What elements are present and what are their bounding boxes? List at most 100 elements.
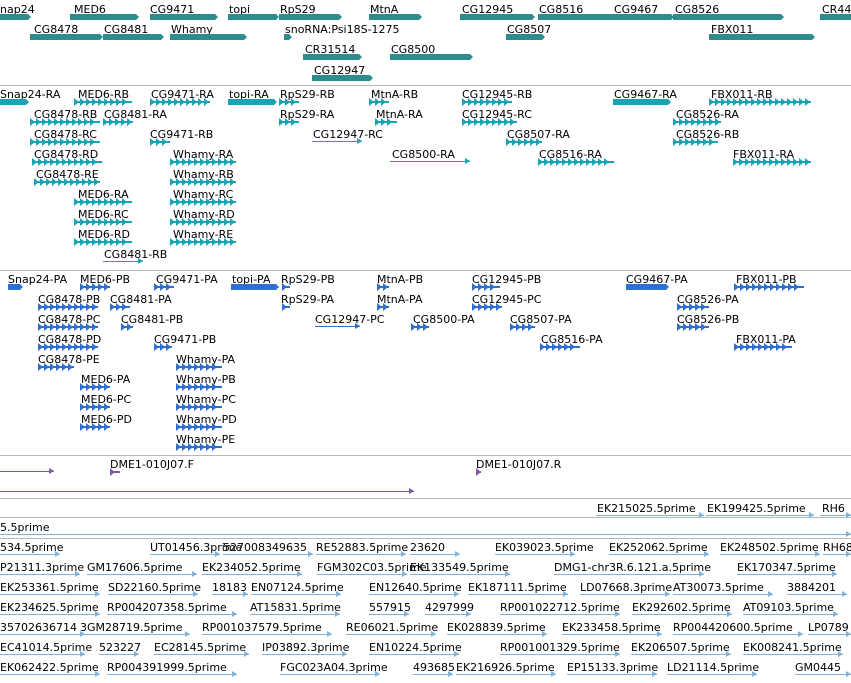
feature-label[interactable]: CG9467-PA bbox=[626, 273, 688, 286]
feature-label[interactable]: CG12945 bbox=[462, 3, 514, 16]
feature-label[interactable]: CG9467 bbox=[614, 3, 659, 16]
feature-label[interactable]: FBX011-PA bbox=[736, 333, 796, 346]
feature-label[interactable]: EC28145.5prime bbox=[154, 641, 247, 654]
feature-arrows[interactable] bbox=[30, 118, 100, 126]
feature-line[interactable] bbox=[447, 631, 547, 637]
feature-label[interactable]: EK199425.5prime bbox=[707, 502, 806, 515]
feature-label[interactable]: 557915 bbox=[369, 601, 411, 614]
feature-line[interactable] bbox=[212, 591, 248, 597]
feature-label[interactable]: FBX011-RB bbox=[711, 88, 773, 101]
feature-arrows[interactable] bbox=[709, 98, 811, 106]
feature-label[interactable]: 527008349635 bbox=[223, 541, 307, 554]
feature-arrows[interactable] bbox=[472, 283, 500, 291]
feature-arrows[interactable] bbox=[282, 303, 290, 311]
feature-label[interactable]: CG8478-RD bbox=[34, 148, 99, 161]
feature-label[interactable]: CG9471 bbox=[150, 3, 195, 16]
feature-label[interactable]: FBX011-RA bbox=[733, 148, 795, 161]
feature-arrows[interactable] bbox=[462, 118, 517, 126]
feature-line[interactable] bbox=[390, 158, 470, 164]
feature-label[interactable]: CG8507-RA bbox=[507, 128, 570, 141]
feature-label[interactable]: topi bbox=[229, 3, 251, 16]
feature-line[interactable] bbox=[154, 651, 249, 657]
feature-label[interactable]: CG12945-RB bbox=[462, 88, 533, 101]
feature-line[interactable] bbox=[0, 468, 54, 474]
feature-line[interactable] bbox=[280, 671, 380, 677]
feature-label[interactable]: CG8481 bbox=[104, 23, 149, 36]
feature-arrows[interactable] bbox=[150, 98, 210, 106]
feature-label[interactable]: CG8507-PA bbox=[510, 313, 572, 326]
feature-line[interactable] bbox=[820, 512, 851, 518]
feature-label[interactable]: MtnA bbox=[370, 3, 399, 16]
feature-label[interactable]: DME1-010J07.F bbox=[110, 458, 194, 471]
feature-line[interactable] bbox=[317, 571, 407, 577]
feature-arrows[interactable] bbox=[377, 283, 389, 291]
feature-label[interactable]: EK008241.5prime bbox=[743, 641, 842, 654]
feature-bar[interactable] bbox=[312, 75, 373, 81]
feature-line[interactable] bbox=[80, 631, 190, 637]
feature-label[interactable]: CG8478-PD bbox=[38, 333, 102, 346]
feature-label[interactable]: FGM302C03.5prime bbox=[317, 561, 427, 574]
feature-arrows[interactable] bbox=[38, 363, 74, 371]
feature-label[interactable]: CG8481-RA bbox=[104, 108, 167, 121]
feature-label[interactable]: RP004420600.5prime bbox=[673, 621, 793, 634]
feature-label[interactable]: MED6-RD bbox=[78, 228, 130, 241]
feature-arrows[interactable] bbox=[80, 423, 110, 431]
feature-label[interactable]: CG8500-PA bbox=[413, 313, 475, 326]
feature-label[interactable]: EK039023.5prime bbox=[495, 541, 594, 554]
feature-label[interactable]: MtnA-RB bbox=[371, 88, 419, 101]
feature-label[interactable]: CG9467-RA bbox=[614, 88, 677, 101]
feature-arrows[interactable] bbox=[154, 343, 172, 351]
feature-label[interactable]: MtnA-PB bbox=[377, 273, 424, 286]
feature-bar[interactable] bbox=[538, 14, 617, 20]
feature-label[interactable]: 493685 bbox=[413, 661, 455, 674]
feature-bar[interactable] bbox=[170, 34, 247, 40]
feature-line[interactable] bbox=[87, 571, 197, 577]
feature-label[interactable]: RP001022712.5prime bbox=[500, 601, 620, 614]
feature-line[interactable] bbox=[500, 651, 620, 657]
feature-label[interactable]: CG8526-RB bbox=[676, 128, 740, 141]
feature-label[interactable]: Whamy bbox=[171, 23, 213, 36]
feature-line[interactable] bbox=[369, 651, 459, 657]
feature-label[interactable]: CG8481-PA bbox=[110, 293, 172, 306]
feature-label[interactable]: CG8481-RB bbox=[104, 248, 168, 261]
feature-arrows[interactable] bbox=[279, 98, 299, 106]
feature-arrows[interactable] bbox=[677, 323, 709, 331]
feature-arrows[interactable] bbox=[80, 403, 110, 411]
feature-arrows[interactable] bbox=[377, 303, 389, 311]
feature-arrows[interactable] bbox=[30, 138, 100, 146]
feature-arrows[interactable] bbox=[677, 303, 709, 311]
feature-label[interactable]: CG12945-PB bbox=[472, 273, 542, 286]
feature-label[interactable]: CG8526-PA bbox=[677, 293, 739, 306]
feature-label[interactable]: RE06021.5prime bbox=[346, 621, 439, 634]
feature-label[interactable]: RpS29-PB bbox=[281, 273, 335, 286]
feature-label[interactable]: LP0789 bbox=[808, 621, 849, 634]
feature-bar[interactable] bbox=[30, 34, 103, 40]
feature-line[interactable] bbox=[0, 611, 100, 617]
feature-label[interactable]: 3GM28719.5prime bbox=[80, 621, 183, 634]
feature-label[interactable]: CG8478-PE bbox=[38, 353, 100, 366]
feature-line[interactable] bbox=[312, 138, 362, 144]
feature-label[interactable]: FBX011 bbox=[711, 23, 754, 36]
feature-label[interactable]: topi-RA bbox=[229, 88, 269, 101]
feature-arrows[interactable] bbox=[38, 303, 98, 311]
feature-label[interactable]: RpS29-PA bbox=[281, 293, 335, 306]
feature-line[interactable] bbox=[150, 551, 220, 557]
feature-arrows[interactable] bbox=[176, 423, 222, 431]
feature-label[interactable]: CG8526 bbox=[675, 3, 720, 16]
feature-label[interactable]: EK292602.5prime bbox=[632, 601, 731, 614]
feature-label[interactable]: RpS29-RB bbox=[280, 88, 335, 101]
feature-label[interactable]: EP15133.3prime bbox=[567, 661, 659, 674]
feature-label[interactable]: GM17606.5prime bbox=[87, 561, 183, 574]
feature-label[interactable]: CG8478-RC bbox=[34, 128, 97, 141]
feature-line[interactable] bbox=[107, 671, 237, 677]
feature-label[interactable]: Whamy-PC bbox=[176, 393, 236, 406]
feature-arrows[interactable] bbox=[74, 198, 132, 206]
feature-arrows[interactable] bbox=[411, 323, 429, 331]
feature-line[interactable] bbox=[0, 551, 60, 557]
feature-bar[interactable] bbox=[0, 14, 31, 20]
feature-label[interactable]: CG8478-RB bbox=[34, 108, 98, 121]
feature-line[interactable] bbox=[0, 488, 414, 494]
feature-arrows[interactable] bbox=[38, 343, 98, 351]
feature-arrows[interactable] bbox=[506, 138, 542, 146]
feature-label[interactable]: CR44 bbox=[822, 3, 851, 16]
